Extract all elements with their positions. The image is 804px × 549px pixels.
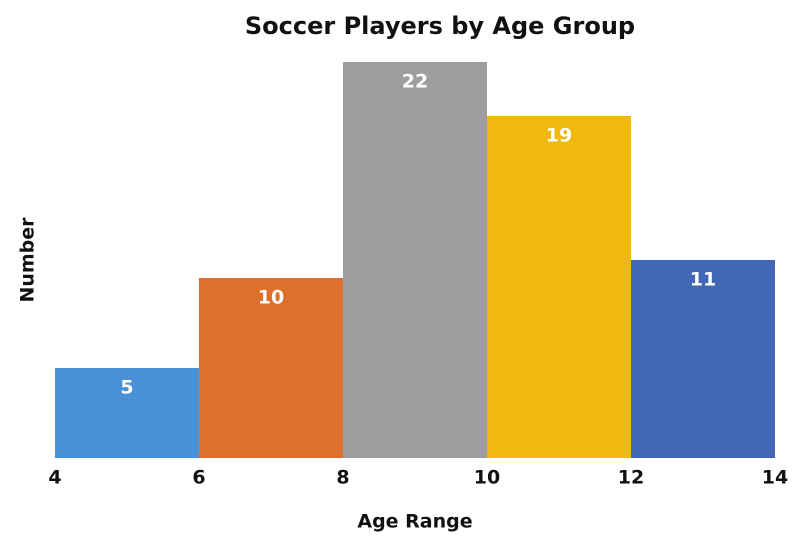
y-axis-label: Number — [17, 217, 39, 303]
x-axis-label: Age Range — [357, 511, 472, 533]
bar — [631, 260, 775, 458]
bar — [199, 278, 343, 458]
data-label: 10 — [258, 287, 284, 309]
x-tick-label: 12 — [618, 467, 644, 489]
x-tick-label: 10 — [474, 467, 500, 489]
data-label: 19 — [546, 125, 572, 147]
x-tick-label: 6 — [192, 467, 205, 489]
bar — [55, 368, 199, 458]
data-label: 11 — [690, 269, 716, 291]
x-tick-label: 4 — [48, 467, 61, 489]
bar — [343, 62, 487, 458]
x-tick-label: 14 — [762, 467, 788, 489]
data-label: 22 — [402, 71, 428, 93]
data-label: 5 — [120, 377, 133, 399]
bar — [487, 116, 631, 458]
x-tick-label: 8 — [336, 467, 349, 489]
chart-title: Soccer Players by Age Group — [245, 12, 635, 40]
